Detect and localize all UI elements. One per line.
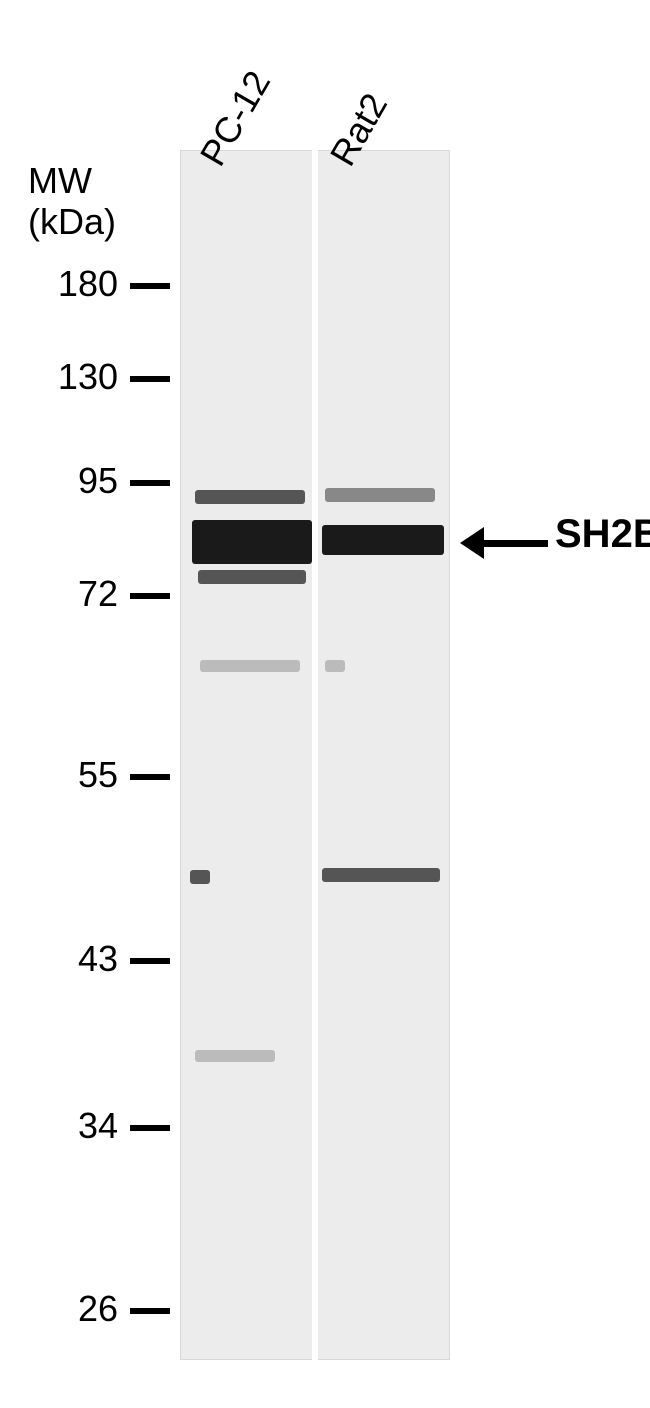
marker-26: 26 xyxy=(28,1288,118,1330)
band-pc12-spot xyxy=(190,870,210,884)
band-pc12-faint1 xyxy=(200,660,300,672)
marker-72: 72 xyxy=(28,573,118,615)
target-arrow xyxy=(460,527,548,559)
band-rat2-faint1 xyxy=(325,660,345,672)
band-rat2-sh2b xyxy=(322,525,444,555)
marker-tick-180 xyxy=(130,283,170,289)
band-pc12-sh2b xyxy=(192,520,312,564)
band-rat2-48 xyxy=(322,868,440,882)
band-pc12-below xyxy=(198,570,306,584)
marker-tick-72 xyxy=(130,593,170,599)
western-blot-figure: MW (kDa) 180 130 95 72 55 43 34 26 PC-12… xyxy=(0,0,650,1408)
band-rat2-95 xyxy=(325,488,435,502)
target-label: SH2B xyxy=(555,512,650,557)
marker-180: 180 xyxy=(28,263,118,305)
lane-divider xyxy=(312,150,318,1360)
marker-tick-43 xyxy=(130,958,170,964)
marker-55: 55 xyxy=(28,754,118,796)
marker-tick-95 xyxy=(130,480,170,486)
arrow-head-icon xyxy=(460,527,484,559)
band-pc12-faint2 xyxy=(195,1050,275,1062)
mw-header: MW (kDa) xyxy=(28,160,116,243)
arrow-line xyxy=(484,540,548,547)
marker-43: 43 xyxy=(28,938,118,980)
marker-tick-34 xyxy=(130,1125,170,1131)
marker-tick-130 xyxy=(130,376,170,382)
marker-130: 130 xyxy=(28,356,118,398)
marker-34: 34 xyxy=(28,1105,118,1147)
marker-tick-55 xyxy=(130,774,170,780)
marker-95: 95 xyxy=(28,460,118,502)
band-pc12-95 xyxy=(195,490,305,504)
marker-tick-26 xyxy=(130,1308,170,1314)
mw-header-text: MW (kDa) xyxy=(28,160,116,242)
